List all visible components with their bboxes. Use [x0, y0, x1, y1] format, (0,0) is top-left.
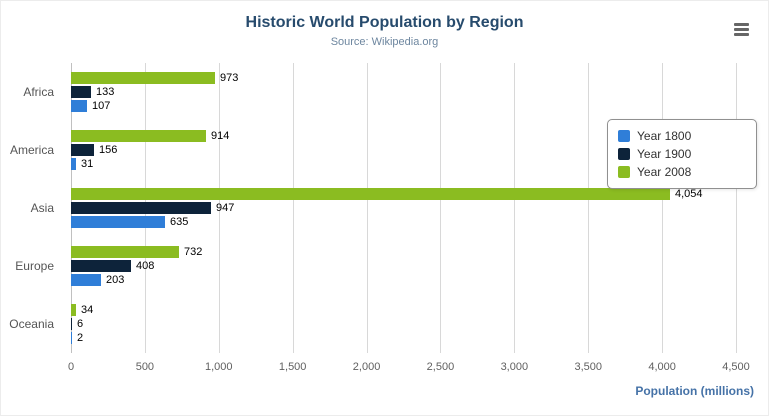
bar-year-2008: [71, 304, 76, 316]
category-label: Africa: [23, 85, 54, 99]
x-tick-label: 2,500: [426, 361, 455, 373]
value-label: 635: [170, 216, 189, 228]
value-label: 156: [99, 144, 118, 156]
chart-title: Historic World Population by Region: [245, 14, 524, 31]
gridline: [440, 63, 441, 353]
value-label: 203: [106, 274, 125, 286]
legend-swatch: [618, 130, 630, 142]
legend-swatch: [618, 148, 630, 160]
legend: Year 1800 Year 1900 Year 2008: [607, 119, 757, 189]
legend-label: Year 2008: [637, 165, 692, 179]
bar-year-2008: [71, 130, 206, 142]
gridline: [588, 63, 589, 353]
legend-item-year-1900[interactable]: Year 1900: [618, 145, 746, 163]
x-tick-label: 3,000: [500, 361, 529, 373]
legend-item-year-1800[interactable]: Year 1800: [618, 127, 746, 145]
legend-label: Year 1900: [637, 147, 692, 161]
bar-year-1900: [71, 86, 91, 98]
hamburger-menu-line: [733, 27, 749, 31]
gridline: [219, 63, 220, 353]
plot-area: 973 133 107 914 156 31 4,054 947 635 732 408 203 34 6…: [71, 63, 737, 353]
gridline: [367, 63, 368, 353]
x-tick-label: 1,000: [205, 361, 233, 373]
value-label: 973: [220, 72, 239, 84]
value-label: 2: [77, 332, 84, 344]
x-tick-label: 1,500: [278, 361, 307, 373]
x-tick-label: 4,000: [648, 361, 676, 373]
x-axis-title: Population (millions): [635, 384, 754, 398]
value-label: 732: [184, 246, 203, 258]
gridline: [293, 63, 294, 353]
category-label: Oceania: [9, 317, 54, 331]
gridline: [514, 63, 515, 353]
value-label: 34: [81, 304, 94, 316]
value-label: 4,054: [675, 188, 703, 200]
legend-item-year-2008[interactable]: Year 2008: [618, 163, 746, 181]
hamburger-menu-icon[interactable]: [728, 17, 754, 41]
bar-year-1800: [71, 332, 72, 344]
x-tick-label: 2,000: [352, 361, 381, 373]
category-label: America: [9, 143, 54, 157]
legend-swatch: [618, 166, 630, 178]
bar-year-1800: [71, 158, 76, 170]
category-label: Asia: [30, 201, 54, 215]
value-label: 31: [81, 158, 94, 170]
x-tick-label: 4,500: [722, 361, 750, 373]
gridline: [662, 63, 663, 353]
bar-year-1900: [71, 260, 131, 272]
bar-year-2008: [71, 72, 215, 84]
hamburger-menu-line: [733, 22, 749, 26]
hamburger-menu-line: [733, 32, 749, 36]
chart-subtitle: Source: Wikipedia.org: [330, 36, 439, 48]
category-label: Europe: [15, 259, 54, 273]
bar-year-1900: [71, 318, 72, 330]
bar-year-1900: [71, 144, 94, 156]
value-label: 107: [92, 100, 111, 112]
x-tick-label: 3,500: [574, 361, 602, 373]
bar-year-1900: [71, 202, 211, 214]
value-label: 6: [77, 318, 84, 330]
x-tick-label: 0: [67, 361, 75, 373]
value-label: 133: [96, 86, 115, 98]
value-label: 408: [136, 260, 155, 272]
value-label: 914: [211, 130, 230, 142]
x-tick-label: 500: [135, 361, 155, 373]
bar-year-2008: [71, 188, 670, 200]
gridline: [736, 63, 737, 353]
legend-label: Year 1800: [637, 129, 692, 143]
bar-year-2008: [71, 246, 179, 258]
value-label: 947: [216, 202, 235, 214]
bar-year-1800: [71, 216, 165, 228]
bar-year-1800: [71, 274, 101, 286]
bar-year-1800: [71, 100, 87, 112]
